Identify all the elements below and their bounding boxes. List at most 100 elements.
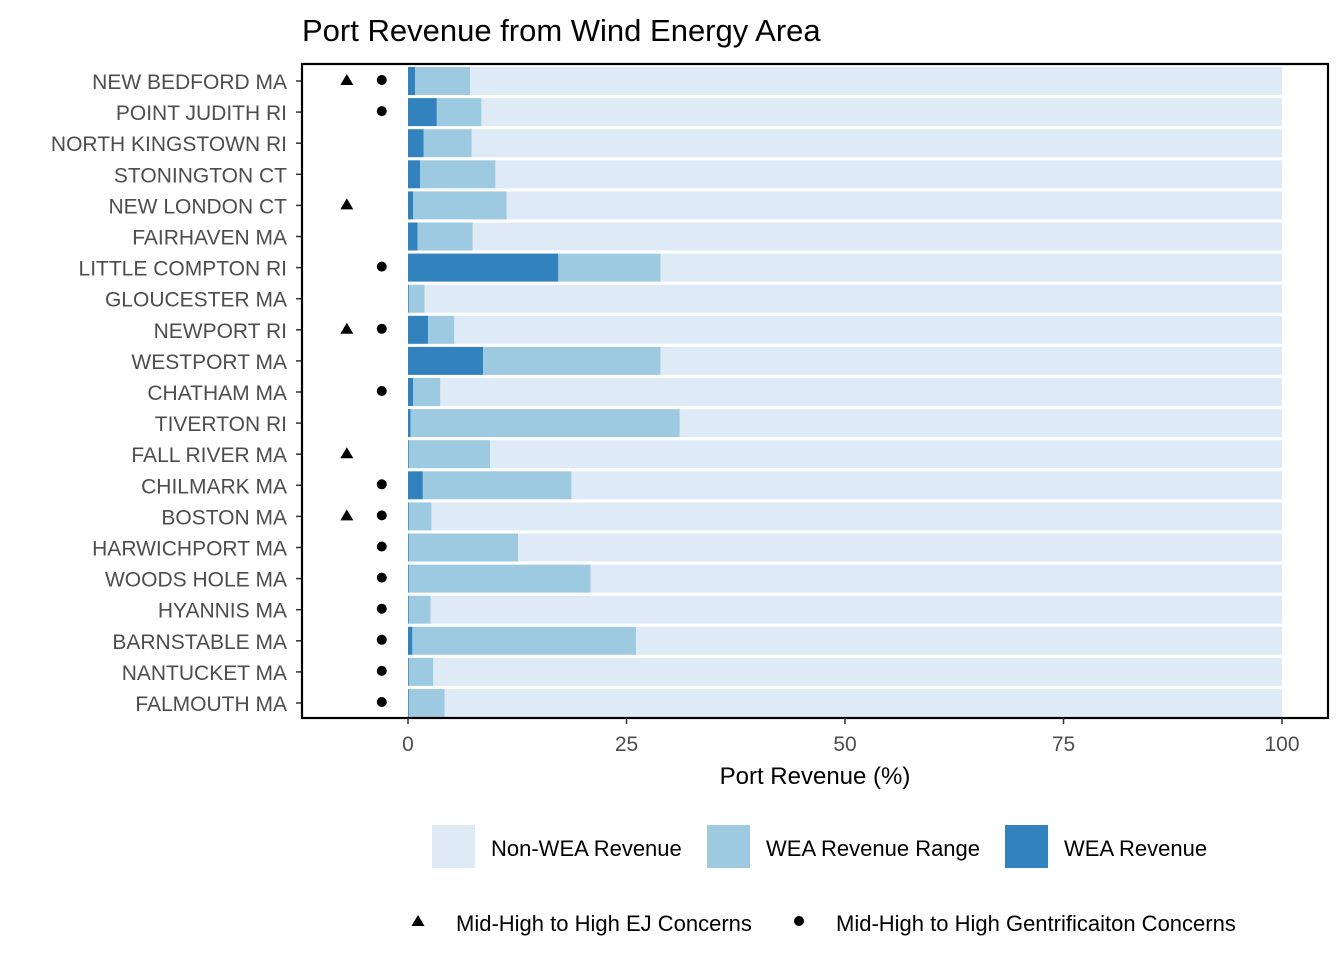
legend-key xyxy=(1005,825,1048,868)
gentrification-concern-marker xyxy=(376,572,387,583)
bar-non-wea-revenue xyxy=(590,564,1282,593)
y-tick-label: TIVERTON RI xyxy=(155,413,287,436)
bar-non-wea-revenue xyxy=(472,222,1282,251)
bar-wea-revenue xyxy=(408,378,414,406)
bar-non-wea-revenue xyxy=(518,533,1282,562)
bar-wea-revenue xyxy=(408,191,414,220)
x-axis: 0 25 50 75 100 xyxy=(402,718,1300,756)
y-tick-label: STONINGTON CT xyxy=(114,164,287,187)
y-tick-label: POINT JUDITH RI xyxy=(116,102,287,125)
x-tick-label: 50 xyxy=(833,733,856,756)
markers-layer xyxy=(340,74,387,707)
y-tick-label: HARWICHPORT MA xyxy=(92,538,287,561)
x-tick-label: 75 xyxy=(1052,733,1075,756)
legend-circle-marker xyxy=(794,916,804,926)
gentrification-concern-marker xyxy=(376,323,387,334)
legend-label: Mid-High to High EJ Concerns xyxy=(456,911,752,936)
x-tick-label: 0 xyxy=(402,733,414,756)
bar-wea-revenue xyxy=(408,626,413,655)
bar-non-wea-revenue xyxy=(431,502,1283,531)
gentrification-concern-marker xyxy=(376,479,387,490)
y-tick-label: NEWPORT RI xyxy=(154,320,287,343)
legend-label: WEA Revenue xyxy=(1064,836,1207,861)
ej-concern-marker xyxy=(340,74,354,85)
bar-non-wea-revenue xyxy=(470,67,1282,95)
bar-wea-revenue-range xyxy=(408,595,431,624)
bar-wea-revenue xyxy=(408,253,559,282)
bar-wea-revenue-range xyxy=(408,284,425,313)
bar-non-wea-revenue xyxy=(495,160,1282,189)
legend-label: Mid-High to High Gentrificaiton Concerns xyxy=(836,911,1236,936)
legend-key xyxy=(432,825,475,868)
bar-non-wea-revenue xyxy=(660,253,1282,282)
bar-wea-revenue xyxy=(408,284,409,313)
gentrification-concern-marker xyxy=(376,106,387,117)
y-tick-label: NANTUCKET MA xyxy=(122,662,287,685)
bar-wea-revenue-range xyxy=(408,533,519,562)
y-tick-label: BARNSTABLE MA xyxy=(112,631,287,654)
bar-non-wea-revenue xyxy=(424,284,1282,313)
bar-wea-revenue xyxy=(408,533,409,562)
bar-wea-revenue-range xyxy=(414,67,471,95)
bars-layer xyxy=(408,67,1283,717)
bar-wea-revenue-range xyxy=(410,409,680,438)
y-tick-label: GLOUCESTER MA xyxy=(105,289,287,312)
bar-wea-revenue-range xyxy=(413,191,507,220)
y-tick-label: LITTLE COMPTON RI xyxy=(79,258,287,281)
y-tick-label: BOSTON MA xyxy=(161,506,287,529)
ej-concern-marker xyxy=(340,322,354,334)
x-tick-label: 100 xyxy=(1264,733,1299,756)
bar-wea-revenue-range xyxy=(408,502,432,531)
bar-wea-revenue-range xyxy=(408,689,445,717)
plot-panel xyxy=(300,62,1330,720)
gentrification-concern-marker xyxy=(376,75,387,85)
bar-wea-revenue-range xyxy=(408,564,591,593)
bar-wea-revenue-range xyxy=(422,471,572,500)
bar-wea-revenue xyxy=(408,657,409,686)
bar-wea-revenue-range xyxy=(408,657,434,686)
bar-wea-revenue-range xyxy=(412,626,637,655)
y-tick-label: FALMOUTH MA xyxy=(135,693,287,716)
bar-non-wea-revenue xyxy=(471,129,1282,158)
bar-non-wea-revenue xyxy=(571,471,1282,500)
bar-wea-revenue xyxy=(408,315,429,344)
legend-label: WEA Revenue Range xyxy=(766,836,980,861)
gentrification-concern-marker xyxy=(376,697,387,707)
bar-wea-revenue xyxy=(408,98,437,127)
bar-non-wea-revenue xyxy=(679,409,1282,438)
gentrification-concern-marker xyxy=(376,541,387,552)
bar-wea-revenue-range xyxy=(408,440,491,469)
bar-wea-revenue-range xyxy=(423,129,472,158)
y-tick-label: FALL RIVER MA xyxy=(131,444,287,467)
gentrification-concern-marker xyxy=(376,510,387,521)
bar-wea-revenue xyxy=(408,160,421,189)
y-tick-label: WOODS HOLE MA xyxy=(105,569,287,592)
bar-wea-revenue xyxy=(408,564,409,593)
ej-concern-marker xyxy=(340,198,354,210)
bar-wea-revenue xyxy=(408,595,409,624)
y-tick-label: NEW BEDFORD MA xyxy=(92,71,287,94)
y-tick-label: NORTH KINGSTOWN RI xyxy=(51,133,287,156)
bar-wea-revenue-range xyxy=(413,378,441,406)
y-tick-label: CHATHAM MA xyxy=(147,382,287,405)
y-tick-label: NEW LONDON CT xyxy=(109,195,288,218)
gentrification-concern-marker xyxy=(376,261,387,272)
bar-non-wea-revenue xyxy=(481,98,1282,127)
bar-wea-revenue xyxy=(408,222,418,251)
bar-non-wea-revenue xyxy=(506,191,1282,220)
bar-wea-revenue-range xyxy=(428,315,455,344)
x-axis-label: Port Revenue (%) xyxy=(720,763,911,790)
bar-wea-revenue-range xyxy=(420,160,496,189)
bar-non-wea-revenue xyxy=(444,689,1283,717)
bar-non-wea-revenue xyxy=(430,595,1283,624)
bar-wea-revenue xyxy=(408,409,411,438)
bar-non-wea-revenue xyxy=(660,346,1282,375)
y-tick-label: HYANNIS MA xyxy=(158,600,287,623)
bar-wea-revenue-range xyxy=(436,98,482,127)
y-tick-label: FAIRHAVEN MA xyxy=(132,227,287,250)
bar-non-wea-revenue xyxy=(433,657,1283,686)
bar-wea-revenue xyxy=(408,471,423,500)
legend-label: Non-WEA Revenue xyxy=(491,836,682,861)
bar-wea-revenue xyxy=(408,689,409,717)
gentrification-concern-marker xyxy=(376,386,387,396)
